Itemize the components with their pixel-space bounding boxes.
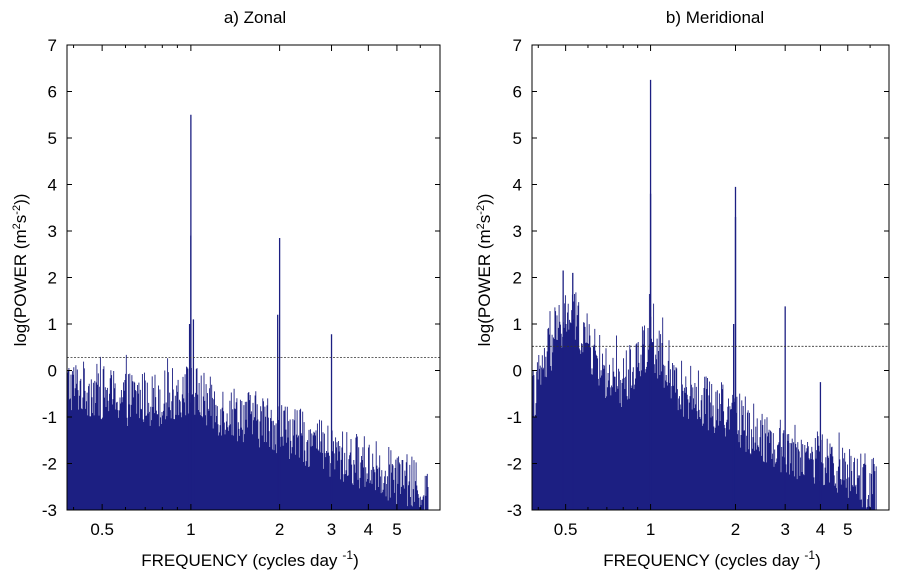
spectrum-noise-bars <box>67 354 429 510</box>
x-tick-label: 1 <box>646 520 655 539</box>
chart-title: b) Meridional <box>666 8 764 27</box>
y-tick-label: -2 <box>507 455 522 474</box>
y-tick-label: 0 <box>48 362 57 381</box>
y-tick-label: 7 <box>48 36 57 55</box>
x-tick-label: 4 <box>364 520 373 539</box>
x-tick-label: 0.5 <box>554 520 578 539</box>
y-tick-label: 5 <box>513 129 522 148</box>
y-tick-label: 4 <box>513 176 522 195</box>
y-tick-label: 4 <box>48 176 57 195</box>
y-tick-label: 1 <box>48 315 57 334</box>
y-tick-label: -3 <box>507 501 522 520</box>
y-tick-label: 2 <box>48 269 57 288</box>
svg-text:log(POWER (m2s-2)): log(POWER (m2s-2)) <box>475 194 494 347</box>
spectrum-series <box>532 79 877 510</box>
plot-frame <box>531 44 890 511</box>
y-tick-label: 6 <box>48 83 57 102</box>
y-tick-label: -1 <box>42 408 57 427</box>
y-tick-label: 0 <box>513 362 522 381</box>
x-tick-label: 1 <box>186 520 195 539</box>
x-tick-label: 4 <box>816 520 825 539</box>
y-tick-label: 7 <box>513 36 522 55</box>
x-tick-label: 3 <box>780 520 789 539</box>
y-tick-label: -1 <box>507 408 522 427</box>
x-tick-label: 5 <box>843 520 852 539</box>
x-tick-label: 5 <box>392 520 401 539</box>
y-axis-label: log(POWER (m2s-2)) <box>11 194 30 347</box>
y-tick-label: 3 <box>48 222 57 241</box>
y-tick-label: -3 <box>42 501 57 520</box>
y-tick-label: 5 <box>48 129 57 148</box>
plot-frame <box>66 44 441 511</box>
svg-text:log(POWER (m2s-2)): log(POWER (m2s-2)) <box>11 194 30 347</box>
y-tick-label: 2 <box>513 269 522 288</box>
y-axis-label: log(POWER (m2s-2)) <box>475 194 494 347</box>
x-axis-label: FREQUENCY (cycles day -1) <box>603 548 821 570</box>
x-tick-label: 2 <box>275 520 284 539</box>
spectrum-noise-bars <box>532 292 877 510</box>
y-tick-label: 1 <box>513 315 522 334</box>
x-tick-label: 2 <box>731 520 740 539</box>
svg-text:FREQUENCY (cycles day-1): FREQUENCY (cycles day -1) <box>141 548 359 570</box>
x-tick-label: 0.5 <box>90 520 114 539</box>
x-axis-label: FREQUENCY (cycles day -1) <box>141 548 359 570</box>
x-tick-label: 3 <box>327 520 336 539</box>
y-tick-label: 6 <box>513 83 522 102</box>
chart-title: a) Zonal <box>224 8 286 27</box>
y-tick-label: -2 <box>42 455 57 474</box>
spectrum-series <box>67 114 429 510</box>
y-tick-label: 3 <box>513 222 522 241</box>
svg-text:FREQUENCY (cycles day-1): FREQUENCY (cycles day -1) <box>603 548 821 570</box>
